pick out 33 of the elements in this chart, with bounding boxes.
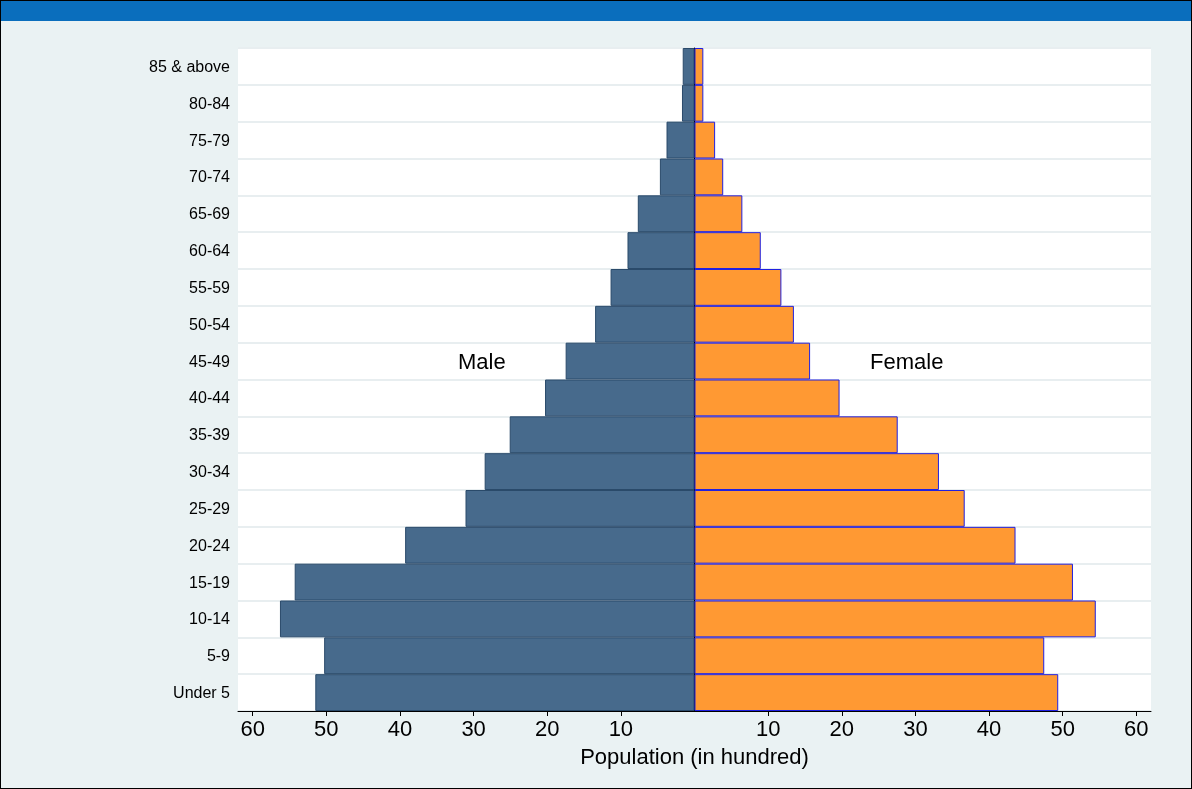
x-tick-label: 20: [535, 715, 560, 741]
x-tick-label: 40: [976, 715, 1002, 741]
y-tick-label: 25-29: [189, 499, 231, 517]
x-tick-label: 10: [608, 715, 634, 741]
series-label: Male: [457, 348, 506, 374]
x-tick-label: 20: [829, 715, 854, 741]
y-tick-label: 85 & above: [149, 57, 231, 75]
y-tick-label: 15-19: [189, 573, 231, 591]
y-tick-label: 40-44: [189, 389, 231, 407]
y-tick-label: 5-9: [206, 647, 231, 665]
y-tick-label: 35-39: [189, 426, 231, 444]
y-tick-label: 20-24: [189, 536, 231, 554]
x-tick-label: 50: [314, 715, 339, 741]
y-tick-label: 65-69: [189, 205, 231, 223]
y-tick-label: 60-64: [189, 242, 231, 260]
x-tick-label: 10: [755, 715, 781, 741]
y-tick-label: 30-34: [189, 463, 231, 481]
x-tick-label: 30: [903, 715, 928, 741]
y-tick-label: 45-49: [189, 352, 231, 370]
series-label: Female: [870, 348, 944, 374]
x-axis-title: Population (in hundred): [580, 743, 809, 769]
x-tick-label: 60: [240, 715, 265, 741]
y-tick-label: Under 5: [173, 684, 231, 702]
y-tick-label: 80-84: [189, 94, 231, 112]
y-tick-label: 55-59: [189, 278, 231, 296]
y-tick-label: 70-74: [189, 168, 231, 186]
y-tick-label: 50-54: [189, 315, 231, 333]
y-tick-label: 10-14: [189, 610, 231, 628]
x-tick-label: 60: [1124, 715, 1149, 741]
x-tick-label: 30: [461, 715, 486, 741]
x-tick-label: 40: [387, 715, 413, 741]
y-tick-label: 75-79: [189, 131, 231, 149]
x-tick-label: 50: [1050, 715, 1075, 741]
